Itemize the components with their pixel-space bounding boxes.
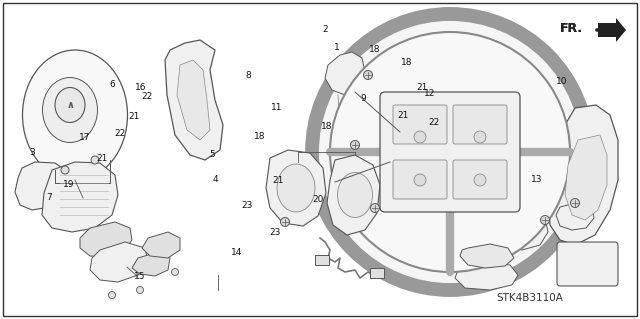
Ellipse shape	[312, 14, 588, 290]
Ellipse shape	[364, 70, 372, 79]
Polygon shape	[165, 40, 223, 160]
Text: 16: 16	[135, 83, 147, 92]
FancyBboxPatch shape	[453, 105, 507, 144]
Text: 18: 18	[254, 132, 266, 141]
Text: 21: 21	[273, 176, 284, 185]
Text: 21: 21	[397, 111, 408, 120]
Ellipse shape	[22, 50, 127, 180]
Ellipse shape	[55, 87, 85, 122]
Text: 18: 18	[321, 122, 333, 131]
Text: 6: 6	[110, 80, 115, 89]
Text: 10: 10	[556, 78, 568, 86]
Polygon shape	[565, 135, 607, 220]
Ellipse shape	[414, 131, 426, 143]
Text: 18: 18	[369, 45, 380, 54]
Ellipse shape	[61, 166, 69, 174]
Text: 9: 9	[360, 94, 365, 103]
Polygon shape	[132, 252, 170, 276]
Ellipse shape	[136, 286, 143, 293]
Text: 4: 4	[213, 175, 218, 184]
Ellipse shape	[337, 173, 372, 218]
FancyBboxPatch shape	[380, 92, 520, 212]
Text: 21: 21	[97, 154, 108, 163]
Polygon shape	[80, 222, 132, 257]
Text: 14: 14	[230, 248, 242, 256]
Text: 17: 17	[79, 133, 91, 142]
Polygon shape	[142, 232, 180, 258]
Ellipse shape	[371, 204, 380, 212]
Polygon shape	[502, 212, 548, 250]
Ellipse shape	[541, 216, 550, 225]
Text: 23: 23	[269, 228, 281, 237]
Ellipse shape	[570, 198, 579, 207]
Ellipse shape	[351, 140, 360, 150]
Bar	[315, 255, 329, 265]
Ellipse shape	[42, 78, 97, 143]
Text: 15: 15	[134, 272, 145, 281]
Ellipse shape	[91, 156, 99, 164]
Text: 7: 7	[47, 193, 52, 202]
Text: 11: 11	[271, 103, 283, 112]
Ellipse shape	[109, 292, 115, 299]
Ellipse shape	[280, 218, 289, 226]
Text: 21: 21	[417, 83, 428, 92]
Ellipse shape	[277, 164, 315, 212]
Text: FR.: FR.	[560, 21, 583, 34]
Polygon shape	[42, 162, 118, 232]
Ellipse shape	[414, 174, 426, 186]
Polygon shape	[455, 262, 518, 290]
Text: 22: 22	[115, 130, 126, 138]
Text: 5: 5	[210, 150, 215, 159]
Polygon shape	[15, 162, 70, 210]
Polygon shape	[598, 18, 626, 42]
Polygon shape	[327, 155, 380, 235]
Ellipse shape	[330, 32, 570, 272]
Text: STK4B3110A: STK4B3110A	[497, 293, 563, 303]
Polygon shape	[325, 52, 365, 95]
Polygon shape	[460, 244, 514, 268]
Text: 18: 18	[401, 58, 412, 67]
Polygon shape	[90, 242, 148, 282]
Polygon shape	[556, 200, 594, 230]
Text: 19: 19	[63, 180, 75, 189]
FancyBboxPatch shape	[393, 105, 447, 144]
Text: 3: 3	[30, 148, 35, 157]
Text: FR.: FR.	[560, 21, 583, 34]
Text: ∧: ∧	[66, 100, 74, 110]
FancyBboxPatch shape	[453, 160, 507, 199]
Text: 20: 20	[312, 195, 324, 204]
Text: 2: 2	[323, 25, 328, 34]
Polygon shape	[177, 60, 210, 140]
Text: 8: 8	[246, 71, 251, 80]
Text: 12: 12	[424, 89, 435, 98]
Text: 22: 22	[428, 118, 440, 127]
Polygon shape	[548, 105, 618, 245]
FancyBboxPatch shape	[557, 242, 618, 286]
Text: 22: 22	[141, 92, 152, 101]
Text: 21: 21	[129, 112, 140, 121]
Text: 23: 23	[241, 201, 253, 210]
FancyBboxPatch shape	[393, 160, 447, 199]
Ellipse shape	[474, 174, 486, 186]
Ellipse shape	[474, 131, 486, 143]
Bar	[370, 268, 384, 278]
Ellipse shape	[172, 269, 179, 276]
Text: 1: 1	[334, 43, 339, 52]
Text: 13: 13	[531, 175, 542, 184]
Polygon shape	[266, 150, 326, 226]
